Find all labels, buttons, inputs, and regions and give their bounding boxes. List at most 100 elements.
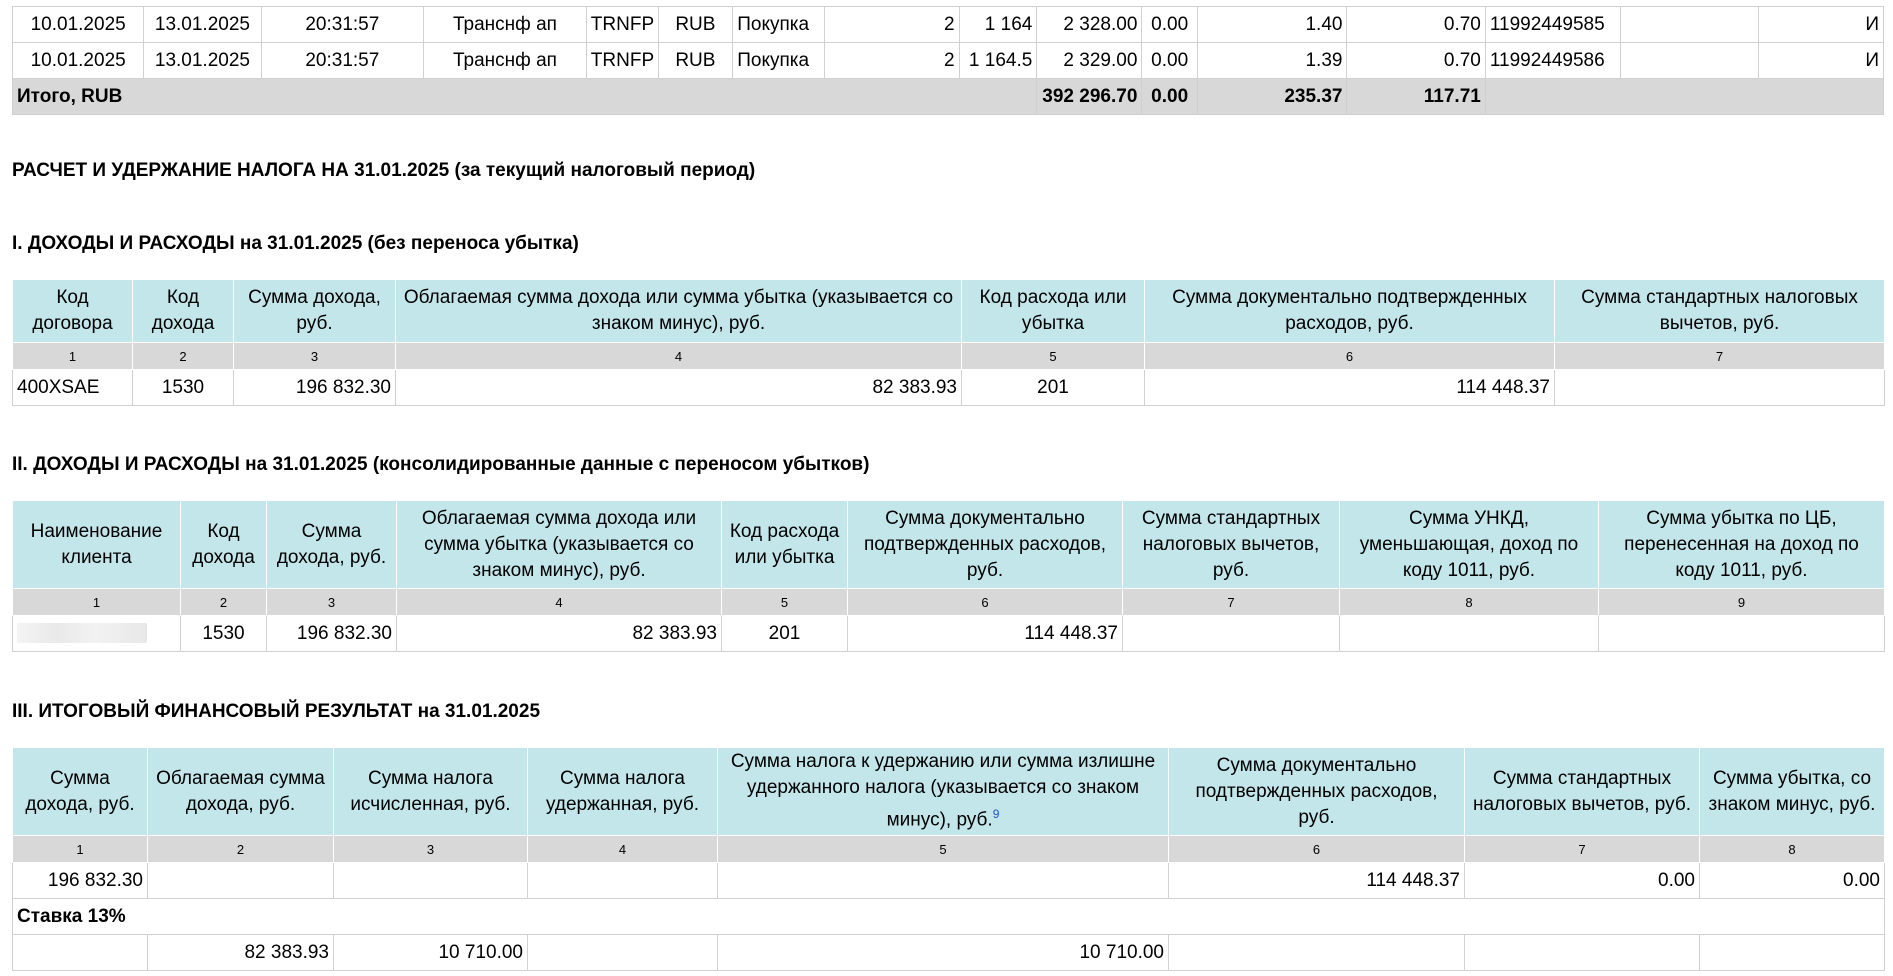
tax-rate-label: Ставка 13% (12, 898, 1885, 935)
rate-row: Ставка 13% (12, 898, 1885, 935)
ticker: TRNFP (585, 6, 659, 43)
trade-number: 11992449585 (1484, 6, 1622, 43)
column-number-row: 1 2 3 4 5 6 7 (12, 342, 1885, 370)
header-row: Код договора Код дохода Сумма дохода, ру… (12, 279, 1885, 343)
income-code: 1530 (132, 369, 234, 406)
section-3-table: Сумма дохода, руб. Облагаемая сумма дохо… (12, 747, 1885, 971)
column-number: 3 (233, 342, 396, 370)
price: 1 164 (958, 6, 1038, 43)
table-row: 10.01.2025 13.01.2025 20:31:57 Транснф а… (11, 6, 1885, 43)
column-header: Сумма стандартных налоговых вычетов, руб… (1554, 279, 1885, 343)
table-row: 196 832.30 114 448.37 0.00 0.00 (12, 862, 1885, 899)
column-number: 5 (717, 835, 1169, 863)
tax-calculated (333, 862, 528, 899)
income-amount: 196 832.30 (12, 862, 148, 899)
column-number: 1 (12, 588, 181, 616)
quantity: 2 (824, 6, 960, 43)
column-header: Сумма убытка по ЦБ, перенесенная на дохо… (1598, 500, 1885, 589)
trades-table: 10.01.2025 13.01.2025 20:31:57 Транснф а… (11, 6, 1885, 115)
loss-amount: 0.00 (1699, 862, 1885, 899)
column-header: Сумма документально подтвержденных расхо… (1168, 747, 1465, 836)
total-sum: 392 296.70 (1036, 78, 1143, 115)
price: 1 164.5 (958, 42, 1038, 79)
column-number: 5 (721, 588, 848, 616)
standard-deductions (1122, 615, 1340, 652)
ticker: TRNFP (585, 42, 659, 79)
tax-withheld (527, 934, 718, 971)
documented-expenses: 114 448.37 (1144, 369, 1555, 406)
taxable-amount: 82 383.93 (395, 369, 962, 406)
column-number: 3 (333, 835, 528, 863)
redaction-blur (17, 623, 147, 644)
column-header: Облагаемая сумма дохода или сумма убытка… (396, 500, 722, 589)
column-number: 8 (1699, 835, 1885, 863)
trade-date: 10.01.2025 (11, 42, 145, 79)
column-number: 4 (527, 835, 718, 863)
column-header: Сумма налога исчисленная, руб. (333, 747, 528, 836)
nkd: 0.00 (1141, 42, 1198, 79)
expense-code: 201 (961, 369, 1145, 406)
operation-type: Покупка (732, 6, 826, 43)
column-number: 7 (1464, 835, 1700, 863)
tax-calculation-heading: РАСЧЕТ И УДЕРЖАНИЕ НАЛОГА НА 31.01.2025 … (12, 160, 756, 181)
taxable-amount (147, 862, 334, 899)
settlement-date: 13.01.2025 (143, 6, 262, 43)
unkd-amount (1339, 615, 1599, 652)
fee-2: 0.70 (1346, 6, 1486, 43)
settlement-date: 13.01.2025 (143, 42, 262, 79)
table-row: 1530 196 832.30 82 383.93 201 114 448.37 (12, 615, 1885, 652)
table-row: 10.01.2025 13.01.2025 20:31:57 Транснф а… (11, 42, 1885, 79)
fee-1: 1.40 (1196, 6, 1348, 43)
fee-1: 1.39 (1196, 42, 1348, 79)
section-1-table: Код договора Код дохода Сумма дохода, ру… (12, 279, 1885, 406)
empty-cell (1620, 6, 1759, 43)
column-number: 2 (132, 342, 234, 370)
column-header: Код договора (12, 279, 133, 343)
tax-calculated: 10 710.00 (333, 934, 528, 971)
total-fee-2: 117.71 (1346, 78, 1486, 115)
column-number: 8 (1339, 588, 1599, 616)
total-nkd: 0.00 (1141, 78, 1198, 115)
trade-number: 11992449586 (1484, 42, 1622, 79)
column-header: Сумма дохода, руб. (233, 279, 396, 343)
column-header: Облагаемая сумма дохода или сумма убытка… (395, 279, 962, 343)
column-number: 3 (266, 588, 397, 616)
client-name-redacted (12, 615, 181, 652)
section-2-title: II. ДОХОДЫ И РАСХОДЫ на 31.01.2025 (конс… (12, 454, 870, 475)
column-number-row: 1 2 3 4 5 6 7 8 (12, 835, 1885, 863)
column-number: 2 (180, 588, 267, 616)
quantity: 2 (824, 42, 960, 79)
column-number: 6 (1144, 342, 1555, 370)
table-row: 400XSAE 1530 196 832.30 82 383.93 201 11… (12, 369, 1885, 406)
column-header: Код дохода (180, 500, 267, 589)
column-number: 5 (961, 342, 1145, 370)
carried-loss (1598, 615, 1885, 652)
empty-cell (1620, 42, 1759, 79)
expense-code: 201 (721, 615, 848, 652)
operation-type: Покупка (732, 42, 826, 79)
column-number: 6 (1168, 835, 1465, 863)
column-header-text: Сумма налога к удержанию или сумма излиш… (730, 751, 1156, 831)
taxable-amount: 82 383.93 (396, 615, 722, 652)
column-number: 2 (147, 835, 334, 863)
column-header: Сумма дохода, руб. (12, 747, 148, 836)
total-row: Итого, RUB 392 296.70 0.00 235.37 117.71 (11, 78, 1885, 115)
footnote-link[interactable]: 9 (992, 807, 1000, 822)
header-row: Наименование клиента Код дохода Сумма до… (12, 500, 1885, 589)
amount: 2 329.00 (1036, 42, 1143, 79)
trade-time: 20:31:57 (260, 6, 425, 43)
column-header: Сумма убытка, со знаком минус, руб. (1699, 747, 1885, 836)
column-header: Сумма документально подтвержденных расхо… (847, 500, 1123, 589)
standard-deductions (1464, 934, 1700, 971)
column-number: 9 (1598, 588, 1885, 616)
trade-time: 20:31:57 (260, 42, 425, 79)
market-flag: И (1757, 6, 1885, 43)
total-label: Итого, RUB (11, 78, 1038, 115)
documented-expenses: 114 448.37 (1168, 862, 1465, 899)
section-1-title: I. ДОХОДЫ И РАСХОДЫ на 31.01.2025 (без п… (12, 233, 579, 254)
fee-2: 0.70 (1346, 42, 1486, 79)
column-header: Код дохода (132, 279, 234, 343)
column-number: 6 (847, 588, 1123, 616)
contract-code: 400XSAE (12, 369, 133, 406)
documented-expenses (1168, 934, 1465, 971)
